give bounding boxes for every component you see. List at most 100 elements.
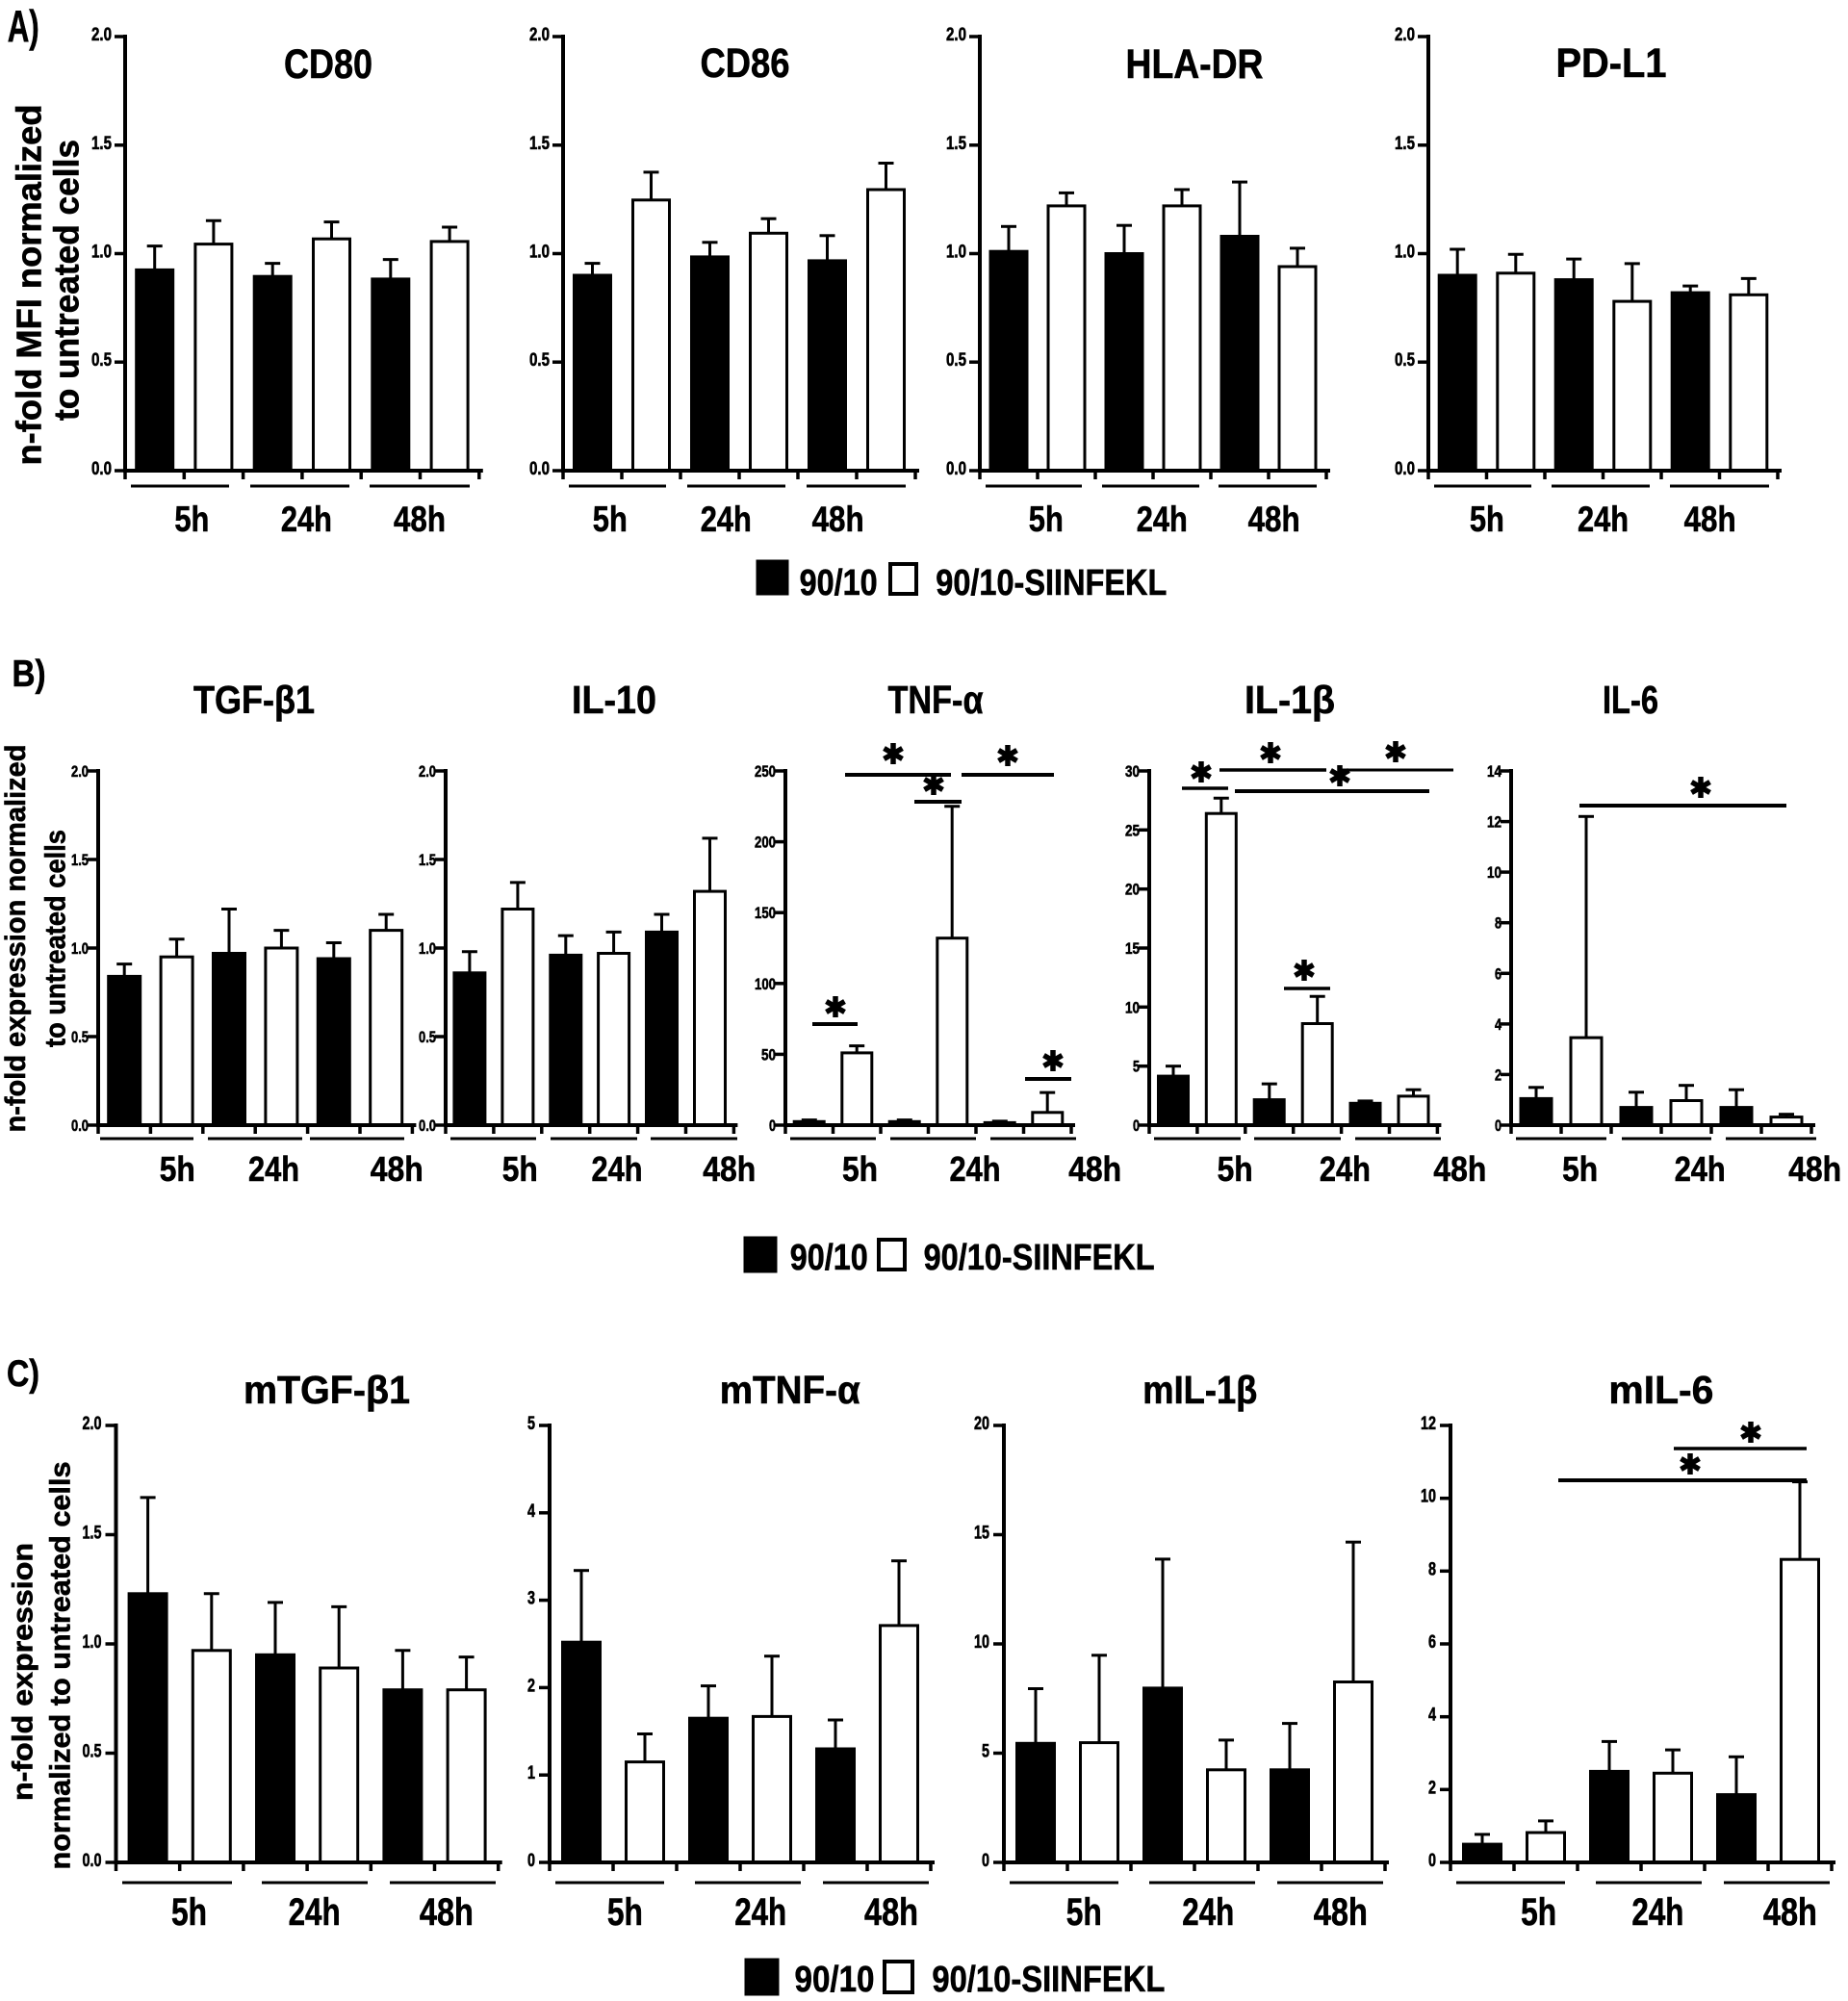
svg-text:24h: 24h bbox=[1320, 1149, 1371, 1189]
svg-text:2.0: 2.0 bbox=[419, 762, 436, 781]
svg-text:6: 6 bbox=[1428, 1632, 1436, 1653]
svg-text:n-fold MFI normalized: n-fold MFI normalized bbox=[10, 105, 49, 466]
svg-text:20: 20 bbox=[1125, 881, 1140, 899]
svg-text:2.0: 2.0 bbox=[71, 762, 89, 781]
svg-text:24h: 24h bbox=[701, 500, 752, 539]
svg-text:0.0: 0.0 bbox=[529, 458, 550, 479]
svg-text:mIL-1β: mIL-1β bbox=[1142, 1368, 1257, 1412]
svg-text:48h: 48h bbox=[1068, 1149, 1121, 1189]
svg-text:8: 8 bbox=[1495, 914, 1502, 933]
svg-text:HLA-DR: HLA-DR bbox=[1126, 41, 1264, 88]
svg-text:10: 10 bbox=[1487, 863, 1502, 882]
svg-text:1.0: 1.0 bbox=[83, 1632, 102, 1653]
svg-text:100: 100 bbox=[755, 975, 776, 993]
svg-text:1.5: 1.5 bbox=[946, 133, 966, 154]
svg-text:0: 0 bbox=[527, 1851, 535, 1871]
svg-text:24h: 24h bbox=[950, 1149, 1001, 1189]
svg-text:90/10: 90/10 bbox=[790, 1238, 868, 1278]
svg-text:0: 0 bbox=[982, 1851, 989, 1871]
svg-text:24h: 24h bbox=[1578, 500, 1629, 539]
svg-text:48h: 48h bbox=[812, 500, 864, 539]
svg-text:0.5: 0.5 bbox=[91, 349, 112, 371]
svg-text:to untreated cells: to untreated cells bbox=[47, 140, 87, 421]
svg-text:5h: 5h bbox=[607, 1891, 643, 1934]
svg-text:2.0: 2.0 bbox=[529, 24, 550, 45]
svg-text:4: 4 bbox=[1495, 1015, 1502, 1034]
svg-text:5h: 5h bbox=[174, 500, 209, 539]
svg-text:5h: 5h bbox=[1521, 1891, 1556, 1934]
svg-text:90/10-SIINFEKL: 90/10-SIINFEKL bbox=[936, 563, 1167, 603]
svg-text:48h: 48h bbox=[1314, 1891, 1368, 1934]
svg-text:8: 8 bbox=[1428, 1559, 1436, 1579]
svg-text:2: 2 bbox=[1495, 1065, 1502, 1084]
svg-text:n-fold expression: n-fold expression bbox=[8, 1543, 39, 1801]
svg-text:0.5: 0.5 bbox=[1395, 349, 1415, 371]
svg-text:150: 150 bbox=[755, 904, 776, 922]
svg-text:25: 25 bbox=[1125, 821, 1140, 839]
svg-text:48h: 48h bbox=[1248, 500, 1300, 539]
svg-text:0: 0 bbox=[769, 1116, 776, 1135]
svg-text:1.5: 1.5 bbox=[419, 851, 436, 869]
svg-text:TNF-α: TNF-α bbox=[888, 678, 984, 722]
svg-text:1.5: 1.5 bbox=[71, 851, 89, 869]
svg-text:5h: 5h bbox=[1562, 1149, 1598, 1189]
svg-text:5h: 5h bbox=[1470, 500, 1504, 539]
svg-text:1.5: 1.5 bbox=[1395, 133, 1415, 154]
svg-text:0: 0 bbox=[1428, 1851, 1436, 1871]
svg-text:24h: 24h bbox=[289, 1891, 341, 1934]
svg-text:4: 4 bbox=[527, 1501, 535, 1522]
svg-text:to untreated cells: to untreated cells bbox=[40, 830, 72, 1047]
svg-text:48h: 48h bbox=[420, 1891, 474, 1934]
svg-text:24h: 24h bbox=[281, 500, 332, 539]
svg-text:24h: 24h bbox=[1631, 1891, 1683, 1934]
svg-text:48h: 48h bbox=[864, 1891, 918, 1934]
svg-text:48h: 48h bbox=[394, 500, 446, 539]
svg-text:0: 0 bbox=[1133, 1116, 1140, 1135]
svg-text:1.0: 1.0 bbox=[946, 242, 966, 263]
svg-text:48h: 48h bbox=[1684, 500, 1736, 539]
svg-text:C): C) bbox=[7, 1353, 39, 1395]
svg-text:24h: 24h bbox=[248, 1149, 299, 1189]
svg-text:90/10-SIINFEKL: 90/10-SIINFEKL bbox=[924, 1238, 1155, 1278]
svg-text:0.5: 0.5 bbox=[71, 1028, 89, 1046]
svg-text:CD80: CD80 bbox=[284, 41, 372, 88]
svg-text:0.5: 0.5 bbox=[419, 1028, 436, 1046]
svg-text:48h: 48h bbox=[1788, 1149, 1841, 1189]
svg-text:5h: 5h bbox=[1218, 1149, 1253, 1189]
svg-text:90/10: 90/10 bbox=[800, 563, 878, 603]
svg-text:200: 200 bbox=[755, 834, 776, 852]
svg-text:PD-L1: PD-L1 bbox=[1556, 40, 1667, 87]
svg-text:1.0: 1.0 bbox=[529, 242, 550, 263]
svg-text:90/10-SIINFEKL: 90/10-SIINFEKL bbox=[932, 1960, 1165, 2000]
svg-text:n-fold expression normalized: n-fold expression normalized bbox=[0, 745, 32, 1133]
svg-text:5h: 5h bbox=[593, 500, 628, 539]
svg-text:CD86: CD86 bbox=[701, 40, 790, 87]
svg-text:12: 12 bbox=[1421, 1414, 1436, 1434]
svg-text:2.0: 2.0 bbox=[83, 1414, 102, 1434]
svg-text:0.0: 0.0 bbox=[946, 458, 966, 479]
svg-text:0.0: 0.0 bbox=[83, 1851, 102, 1871]
svg-text:0.0: 0.0 bbox=[419, 1116, 436, 1135]
svg-text:0.0: 0.0 bbox=[71, 1116, 89, 1135]
svg-text:15: 15 bbox=[974, 1524, 989, 1544]
svg-text:250: 250 bbox=[755, 762, 776, 781]
svg-text:48h: 48h bbox=[371, 1149, 424, 1189]
svg-text:1.0: 1.0 bbox=[71, 939, 89, 958]
svg-text:5: 5 bbox=[1133, 1058, 1140, 1076]
svg-text:48h: 48h bbox=[703, 1149, 756, 1189]
svg-text:mTGF-β1: mTGF-β1 bbox=[244, 1368, 410, 1412]
svg-text:1.5: 1.5 bbox=[83, 1524, 102, 1544]
svg-text:1.0: 1.0 bbox=[1395, 242, 1415, 263]
svg-text:5: 5 bbox=[982, 1742, 989, 1762]
svg-text:A): A) bbox=[8, 1, 39, 51]
svg-text:24h: 24h bbox=[734, 1891, 786, 1934]
svg-text:5: 5 bbox=[527, 1414, 535, 1434]
svg-text:14: 14 bbox=[1487, 762, 1502, 781]
svg-text:2: 2 bbox=[1428, 1778, 1436, 1798]
svg-text:1.0: 1.0 bbox=[419, 939, 436, 958]
svg-text:24h: 24h bbox=[1137, 500, 1188, 539]
svg-text:10: 10 bbox=[974, 1632, 989, 1653]
svg-text:2.0: 2.0 bbox=[1395, 24, 1415, 45]
svg-text:0.0: 0.0 bbox=[91, 458, 112, 479]
svg-text:12: 12 bbox=[1487, 813, 1502, 832]
